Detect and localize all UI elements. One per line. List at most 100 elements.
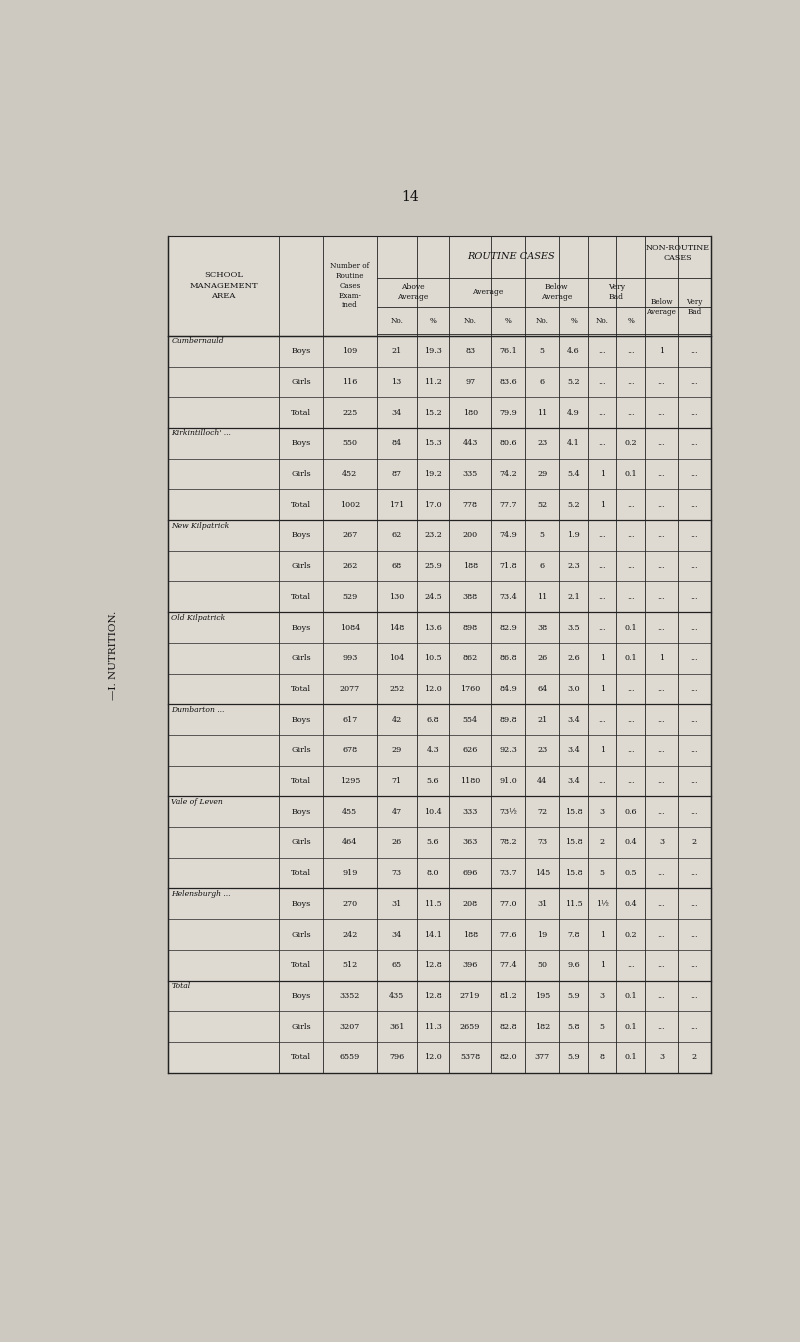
Text: 2: 2	[692, 1053, 697, 1062]
Text: 19: 19	[537, 930, 547, 938]
Text: 0.1: 0.1	[625, 1053, 637, 1062]
Text: ...: ...	[690, 593, 698, 601]
Text: 993: 993	[342, 654, 358, 662]
Text: 4.9: 4.9	[567, 408, 580, 416]
Text: Total: Total	[291, 961, 311, 969]
Text: 0.1: 0.1	[625, 654, 637, 662]
Text: 3.5: 3.5	[567, 624, 580, 632]
Text: Total: Total	[291, 870, 311, 878]
Text: ...: ...	[658, 593, 665, 601]
Text: 455: 455	[342, 808, 358, 816]
Text: ...: ...	[658, 470, 665, 478]
Text: 5: 5	[600, 870, 605, 878]
Text: ...: ...	[627, 378, 634, 386]
Text: 242: 242	[342, 930, 358, 938]
Text: ...: ...	[658, 715, 665, 723]
Text: 52: 52	[537, 501, 547, 509]
Text: ...: ...	[658, 992, 665, 1000]
Text: 77.7: 77.7	[499, 501, 517, 509]
Text: ...: ...	[658, 961, 665, 969]
Text: 73: 73	[537, 839, 547, 847]
Text: No.: No.	[464, 317, 477, 325]
Text: 208: 208	[462, 900, 478, 907]
Text: 1.9: 1.9	[567, 531, 580, 539]
Text: %: %	[570, 317, 577, 325]
Text: 6: 6	[540, 562, 545, 570]
Text: Total: Total	[291, 684, 311, 692]
Text: 26: 26	[537, 654, 547, 662]
Text: ...: ...	[658, 624, 665, 632]
Text: Girls: Girls	[291, 930, 310, 938]
Text: Above
Average: Above Average	[398, 283, 429, 301]
Text: 17.0: 17.0	[424, 501, 442, 509]
Text: ...: ...	[690, 624, 698, 632]
Text: 11.3: 11.3	[424, 1023, 442, 1031]
Text: Boys: Boys	[291, 439, 310, 447]
Text: 2719: 2719	[460, 992, 480, 1000]
Text: 12.0: 12.0	[424, 684, 442, 692]
Text: Girls: Girls	[291, 839, 310, 847]
Text: 678: 678	[342, 746, 358, 754]
Text: 11.2: 11.2	[424, 378, 442, 386]
Text: 3.0: 3.0	[567, 684, 580, 692]
Text: 529: 529	[342, 593, 358, 601]
Text: ...: ...	[598, 378, 606, 386]
Text: ...: ...	[627, 531, 634, 539]
Text: 64: 64	[537, 684, 547, 692]
Text: 38: 38	[537, 624, 547, 632]
Text: 14: 14	[401, 191, 419, 204]
Text: ...: ...	[658, 746, 665, 754]
Text: 388: 388	[462, 593, 478, 601]
Text: 148: 148	[389, 624, 404, 632]
Text: 1760: 1760	[460, 684, 480, 692]
Text: Very
Bad: Very Bad	[686, 298, 702, 315]
Text: Boys: Boys	[291, 900, 310, 907]
Text: 91.0: 91.0	[499, 777, 517, 785]
Text: 87: 87	[392, 470, 402, 478]
Text: ...: ...	[658, 378, 665, 386]
Text: 5.6: 5.6	[426, 839, 439, 847]
Text: 74.9: 74.9	[499, 531, 517, 539]
Text: 862: 862	[462, 654, 478, 662]
Text: ...: ...	[627, 715, 634, 723]
Text: 8: 8	[600, 1053, 605, 1062]
Text: 554: 554	[462, 715, 478, 723]
Text: 171: 171	[389, 501, 404, 509]
Text: ...: ...	[690, 378, 698, 386]
Text: 262: 262	[342, 562, 358, 570]
Text: 0.1: 0.1	[625, 624, 637, 632]
Text: ...: ...	[598, 593, 606, 601]
Text: Boys: Boys	[291, 531, 310, 539]
Text: 84: 84	[391, 439, 402, 447]
Text: 1180: 1180	[460, 777, 480, 785]
Text: 1½: 1½	[596, 900, 609, 907]
Text: Girls: Girls	[291, 746, 310, 754]
Text: Dumbarton ...: Dumbarton ...	[171, 706, 225, 714]
Text: 333: 333	[462, 808, 478, 816]
Text: 5: 5	[600, 1023, 605, 1031]
Text: 14.1: 14.1	[424, 930, 442, 938]
Text: 62: 62	[391, 531, 402, 539]
Text: ...: ...	[690, 961, 698, 969]
Text: 5: 5	[540, 531, 545, 539]
Text: 82.0: 82.0	[499, 1053, 517, 1062]
Text: 145: 145	[534, 870, 550, 878]
Text: 116: 116	[342, 378, 358, 386]
Text: ...: ...	[598, 408, 606, 416]
Text: 83: 83	[465, 348, 475, 356]
Text: 82.9: 82.9	[499, 624, 517, 632]
Text: ...: ...	[690, 501, 698, 509]
Text: 81.2: 81.2	[499, 992, 517, 1000]
Text: 23: 23	[537, 439, 547, 447]
Text: 6559: 6559	[340, 1053, 360, 1062]
Text: 464: 464	[342, 839, 358, 847]
Text: 1: 1	[659, 654, 664, 662]
Text: Total: Total	[291, 1053, 311, 1062]
Text: ...: ...	[690, 531, 698, 539]
Text: No.: No.	[596, 317, 609, 325]
Text: 1295: 1295	[340, 777, 360, 785]
Text: 65: 65	[391, 961, 402, 969]
Text: 335: 335	[462, 470, 478, 478]
Text: Vale of Leven: Vale of Leven	[171, 798, 223, 807]
Text: 5.4: 5.4	[567, 470, 580, 478]
